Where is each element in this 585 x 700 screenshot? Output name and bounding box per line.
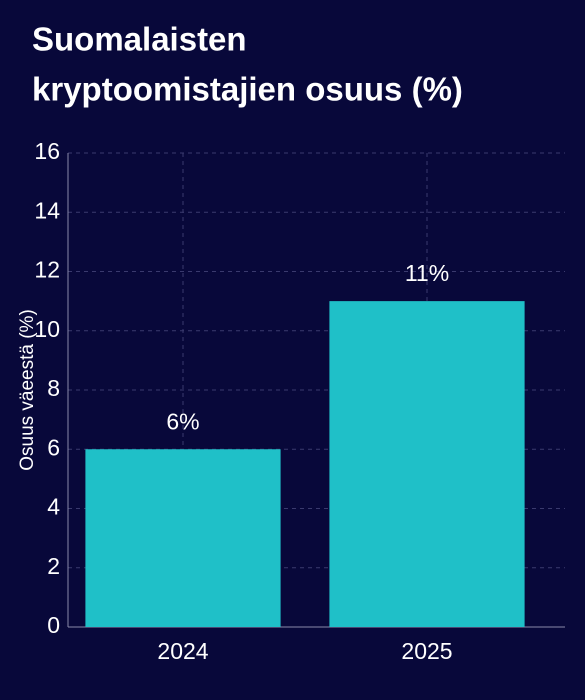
y-tick-label: 12 (34, 257, 60, 283)
y-tick-label: 10 (34, 316, 60, 342)
y-tick-label: 2 (47, 553, 60, 579)
chart-title: Suomalaisten (32, 21, 247, 58)
y-tick-label: 6 (47, 434, 60, 460)
y-tick-label: 0 (47, 612, 60, 638)
bar (85, 449, 281, 627)
value-label: 6% (166, 408, 199, 434)
x-tick-label: 2024 (157, 638, 208, 664)
y-tick-label: 8 (47, 375, 60, 401)
y-tick-label: 14 (34, 197, 60, 223)
chart-title: kryptoomistajien osuus (%) (32, 71, 463, 108)
bar (329, 301, 525, 627)
x-tick-label: 2025 (401, 638, 452, 664)
y-axis-label: Osuus väeestä (%) (17, 309, 38, 471)
y-tick-label: 4 (47, 494, 60, 520)
y-tick-label: 16 (34, 138, 60, 164)
value-label: 11% (405, 260, 449, 286)
